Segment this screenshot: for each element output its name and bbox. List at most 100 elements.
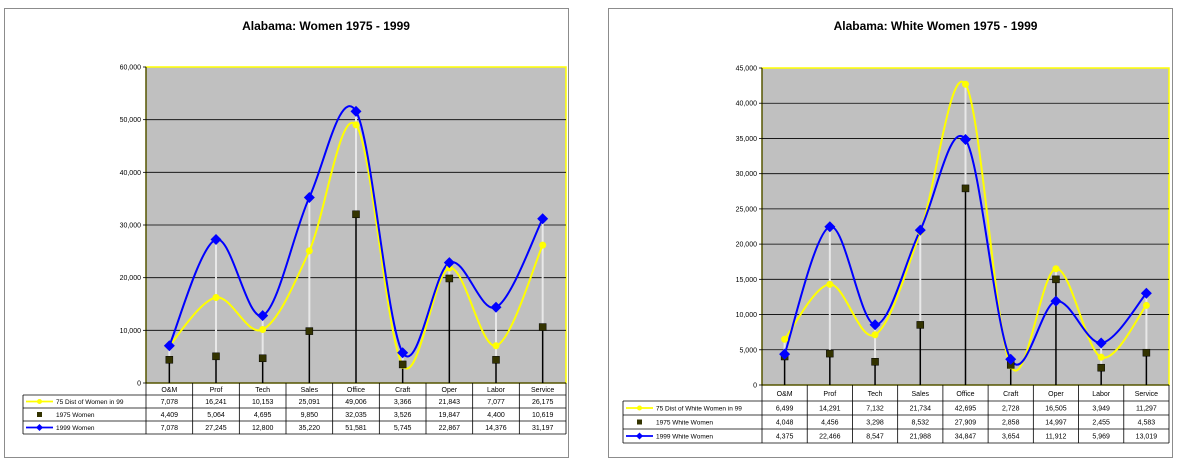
data-point-diamond xyxy=(490,301,502,313)
y-tick-label: 25,000 xyxy=(736,206,758,213)
table-value: 5,745 xyxy=(394,425,412,432)
chart-title: Alabama: White Women 1975 - 1999 xyxy=(834,19,1038,33)
data-point-circle xyxy=(305,247,313,255)
data-point-circle xyxy=(1052,265,1060,273)
data-point-square xyxy=(961,184,970,193)
data-point-circle xyxy=(962,80,969,88)
table-value: 13,019 xyxy=(1136,434,1158,441)
table-value: 2,858 xyxy=(1002,420,1020,427)
data-point-circle xyxy=(871,331,879,339)
y-tick-label: 60,000 xyxy=(120,65,142,72)
data-point-circle xyxy=(259,326,267,334)
legend-key-marker xyxy=(637,405,642,411)
legend-label: 75 Dist of Women in 99 xyxy=(56,399,124,406)
table-value: 27,909 xyxy=(955,420,977,427)
x-category-label: Office xyxy=(956,391,974,398)
data-point-diamond xyxy=(443,257,455,269)
legend-label: 75 Dist of White Women in 99 xyxy=(656,406,742,413)
x-category-label: Labor xyxy=(1092,391,1111,398)
data-point-square xyxy=(212,352,220,361)
y-tick-label: 0 xyxy=(137,381,141,388)
data-point-diamond xyxy=(1050,295,1062,307)
table-value: 14,291 xyxy=(819,406,841,413)
table-value: 2,728 xyxy=(1002,406,1020,413)
table-value: 3,366 xyxy=(394,399,412,406)
table-value: 7,078 xyxy=(161,425,179,432)
table-value: 10,153 xyxy=(252,399,274,406)
chart-white-women: Alabama: White Women 1975 - 1999 0 5,000 10… xyxy=(622,19,1170,444)
table-value: 3,949 xyxy=(1092,406,1110,413)
data-point-diamond xyxy=(163,340,175,352)
x-category-label: Service xyxy=(1135,391,1158,398)
y-tick-label: 20,000 xyxy=(120,275,142,282)
table-value: 11,297 xyxy=(1136,406,1157,413)
data-point-square xyxy=(916,321,925,329)
table-value: 12,800 xyxy=(252,425,274,432)
legend-key-marker xyxy=(36,424,43,431)
table-value: 10,619 xyxy=(532,412,554,419)
table-value: 49,006 xyxy=(345,399,367,406)
y-tick-label: 0 xyxy=(753,383,757,390)
table-value: 21,988 xyxy=(910,434,932,441)
table-value: 21,734 xyxy=(910,406,932,413)
y-tick-label: 30,000 xyxy=(120,223,142,230)
chart-panel-women: Alabama: Women 1975 - 1999 0 10,000 20,000 3… xyxy=(4,8,569,458)
x-category-label: Labor xyxy=(487,387,506,394)
table-value: 14,376 xyxy=(485,425,507,432)
x-category-label: O&M xyxy=(161,387,177,394)
table-value: 5,969 xyxy=(1092,434,1110,441)
legend-label: 1999 Women xyxy=(56,425,95,432)
data-point-square xyxy=(398,360,407,369)
table-value: 35,220 xyxy=(299,425,321,432)
data-point-square xyxy=(1142,348,1151,357)
table-value: 3,298 xyxy=(866,420,884,427)
data-point-circle xyxy=(352,121,360,129)
y-tick-label: 5,000 xyxy=(739,347,757,354)
x-category-label: Oper xyxy=(442,387,458,394)
y-tick-label: 15,000 xyxy=(736,277,758,284)
data-point-square xyxy=(258,354,267,363)
table-value: 25,091 xyxy=(299,399,321,406)
x-category-label: Tech xyxy=(255,387,270,394)
table-value: 9,850 xyxy=(301,412,319,419)
data-point-square xyxy=(871,358,879,366)
table-value: 21,843 xyxy=(439,399,461,406)
table-value: 11,912 xyxy=(1045,434,1066,441)
legend-label: 1975 White Women xyxy=(656,420,713,427)
table-value: 4,456 xyxy=(821,420,839,427)
table-value: 34,847 xyxy=(955,434,977,441)
data-point-diamond xyxy=(869,319,881,331)
table-value: 14,997 xyxy=(1045,420,1067,427)
x-category-label: Tech xyxy=(868,391,883,398)
data-point-circle xyxy=(492,342,500,350)
table-value: 32,035 xyxy=(345,412,367,419)
table-value: 4,695 xyxy=(254,412,272,419)
table-value: 19,847 xyxy=(439,412,461,419)
data-point-diamond xyxy=(1095,337,1107,349)
table-value: 6,499 xyxy=(776,406,794,413)
table-value: 8,532 xyxy=(912,420,930,427)
data-point-diamond xyxy=(824,221,836,233)
data-point-diamond xyxy=(779,348,791,360)
data-point-square xyxy=(1097,363,1105,372)
table-value: 4,400 xyxy=(487,412,505,419)
legend-label: 1999 White Women xyxy=(656,434,713,441)
data-point-circle xyxy=(1097,353,1105,361)
legend-key-marker xyxy=(37,412,42,417)
x-category-label: Sales xyxy=(912,391,930,398)
table-value: 7,078 xyxy=(161,399,179,406)
table-value: 27,245 xyxy=(205,425,227,432)
table-value: 42,695 xyxy=(955,406,977,413)
table-value: 7,132 xyxy=(866,406,884,413)
data-point-diamond xyxy=(257,310,269,322)
x-category-label: Craft xyxy=(395,387,410,394)
x-category-label: O&M xyxy=(777,391,793,398)
y-tick-label: 40,000 xyxy=(120,170,142,177)
table-value: 4,375 xyxy=(776,434,794,441)
legend-key-marker xyxy=(636,432,643,440)
legend-key-marker xyxy=(637,419,642,425)
x-category-label: Office xyxy=(347,387,365,394)
data-point-square xyxy=(352,210,360,219)
x-category-label: Sales xyxy=(301,387,319,394)
data-point-diamond xyxy=(303,192,315,204)
